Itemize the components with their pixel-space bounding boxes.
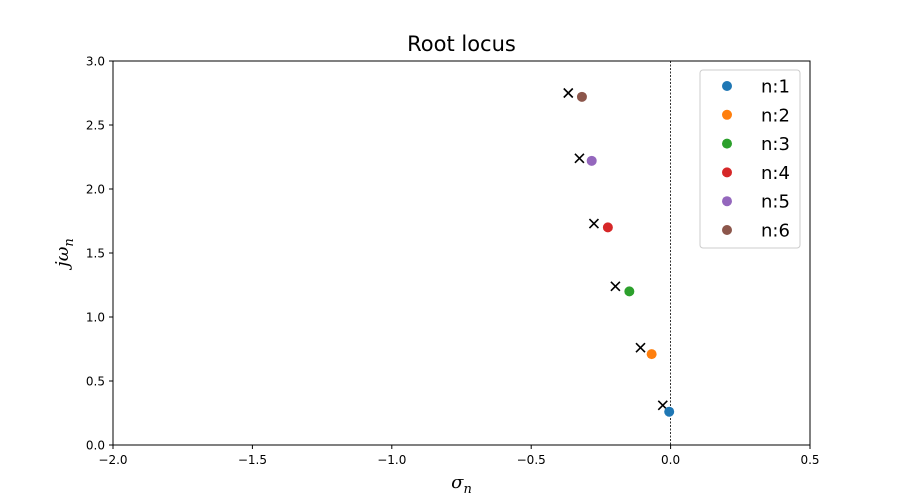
x-tick-label: −1.0: [377, 453, 406, 467]
x-marker-5: [574, 153, 585, 164]
legend-marker: [722, 81, 732, 91]
y-tick-label: 3.0: [86, 55, 105, 69]
legend-item-n3: n:3: [722, 134, 790, 155]
x-tick-label: −1.5: [238, 453, 267, 467]
legend-marker: [722, 109, 732, 120]
legend-label: n:1: [761, 77, 790, 98]
x-tick-label: −2.0: [98, 453, 127, 467]
legend-label: n:3: [761, 134, 790, 155]
data-point-n4: [602, 222, 613, 233]
legend: n:1 n:2 n:3 n:4 n:5 n:6: [699, 69, 801, 249]
plot-area: [112, 60, 811, 446]
x-marker-4: [588, 218, 599, 229]
legend-marker: [722, 196, 732, 207]
data-point-n3: [624, 286, 635, 297]
y-tick-label: 0.5: [86, 375, 105, 389]
x-marker-3: [610, 281, 621, 292]
data-point-n6: [576, 91, 587, 102]
legend-item-n2: n:2: [722, 105, 790, 126]
legend-label: n:5: [761, 192, 790, 213]
x-tick-label: 0.5: [800, 453, 819, 467]
legend-label: n:2: [761, 105, 790, 126]
y-tick-label: 0.0: [86, 439, 105, 453]
legend-marker: [722, 225, 732, 235]
y-tick-label: 2.5: [86, 119, 105, 133]
legend-item-n1: n:1: [722, 77, 790, 98]
x-axis-label: σn: [451, 472, 472, 497]
data-point-n2: [646, 349, 657, 360]
data-point-n1: [664, 406, 675, 417]
legend-label: n:6: [761, 221, 790, 242]
x-marker-stroke: [657, 400, 668, 411]
legend-label: n:4: [761, 163, 790, 184]
x-marker-stroke: [563, 87, 574, 99]
legend-item-n6: n:6: [722, 221, 790, 242]
x-marker-stroke: [610, 281, 621, 292]
x-marker-6: [563, 87, 574, 99]
y-tick-label: 2.0: [86, 183, 105, 197]
x-tick-label: −0.5: [517, 453, 546, 467]
x-axis-ticks: −2.0 −1.5 −1.0 −0.5 0.0 0.5: [98, 445, 820, 467]
y-axis-ticks: 0.0 0.5 1.0 1.5 2.0 2.5 3.0: [86, 55, 113, 453]
data-point-n5: [586, 155, 597, 166]
x-marker-stroke: [635, 342, 646, 353]
legend-item-n4: n:4: [722, 163, 790, 184]
x-tick-label: 0.0: [661, 453, 680, 467]
legend-marker: [722, 167, 732, 178]
chart-title: Root locus: [407, 32, 516, 56]
y-axis-label: jωn: [52, 238, 77, 271]
x-marker-stroke: [588, 218, 599, 229]
y-tick-label: 1.0: [86, 311, 105, 325]
legend-marker: [722, 138, 732, 149]
x-marker-stroke: [574, 153, 585, 164]
x-marker-2: [635, 342, 646, 353]
legend-item-n5: n:5: [722, 192, 790, 213]
y-tick-label: 1.5: [86, 247, 105, 261]
